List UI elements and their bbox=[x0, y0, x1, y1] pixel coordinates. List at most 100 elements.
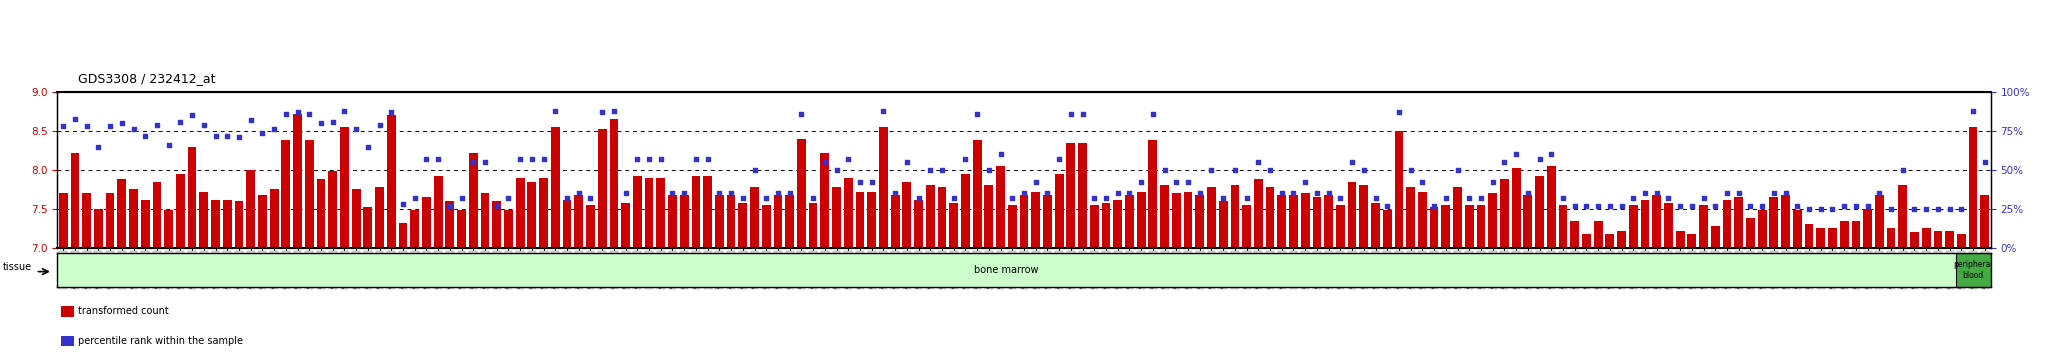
Bar bbox=[1454, 187, 1462, 248]
Point bbox=[1839, 203, 1872, 209]
Point bbox=[819, 167, 852, 173]
Bar bbox=[223, 200, 231, 248]
Point bbox=[1898, 206, 1931, 212]
Bar bbox=[856, 192, 864, 248]
Bar bbox=[1243, 205, 1251, 248]
Point bbox=[70, 124, 102, 129]
Point bbox=[211, 133, 244, 138]
Bar bbox=[1196, 195, 1204, 248]
Point bbox=[1171, 179, 1204, 185]
Point bbox=[82, 144, 115, 149]
Point bbox=[645, 156, 678, 162]
Bar bbox=[1946, 231, 1954, 248]
Bar bbox=[586, 205, 594, 248]
Bar bbox=[831, 187, 842, 248]
Bar bbox=[1055, 174, 1063, 248]
Point bbox=[1933, 206, 1966, 212]
Bar bbox=[1348, 182, 1356, 248]
Point bbox=[1042, 156, 1075, 162]
Point bbox=[434, 203, 467, 209]
Point bbox=[1688, 195, 1720, 201]
Bar bbox=[1653, 195, 1661, 248]
Bar bbox=[164, 210, 172, 248]
Point bbox=[492, 195, 524, 201]
Bar bbox=[1114, 200, 1122, 248]
Bar bbox=[1231, 185, 1239, 248]
Text: tissue: tissue bbox=[2, 262, 33, 272]
Point bbox=[1946, 206, 1978, 212]
Point bbox=[831, 156, 864, 162]
Point bbox=[586, 109, 618, 115]
Point bbox=[1430, 195, 1462, 201]
Point bbox=[59, 116, 92, 121]
Point bbox=[1206, 195, 1239, 201]
Bar bbox=[1839, 221, 1849, 248]
Point bbox=[340, 127, 373, 132]
Text: percentile rank within the sample: percentile rank within the sample bbox=[78, 336, 244, 346]
Point bbox=[164, 119, 197, 125]
Point bbox=[1968, 159, 2001, 165]
Point bbox=[1864, 190, 1896, 196]
Bar bbox=[1782, 195, 1790, 248]
Bar bbox=[1102, 202, 1110, 248]
Bar bbox=[750, 187, 760, 248]
Point bbox=[655, 190, 688, 196]
Bar bbox=[362, 207, 373, 248]
Bar bbox=[481, 193, 489, 248]
Point bbox=[879, 190, 911, 196]
Point bbox=[1077, 195, 1110, 201]
Point bbox=[608, 190, 641, 196]
Bar bbox=[1382, 210, 1393, 248]
Bar bbox=[1688, 234, 1696, 248]
Point bbox=[1008, 190, 1040, 196]
Bar bbox=[1489, 193, 1497, 248]
Point bbox=[352, 144, 385, 149]
Bar bbox=[1219, 201, 1227, 248]
Point bbox=[1722, 190, 1755, 196]
Bar bbox=[387, 115, 395, 248]
Bar bbox=[446, 201, 455, 248]
Bar bbox=[1968, 127, 1978, 248]
Bar bbox=[70, 153, 80, 248]
Point bbox=[1921, 206, 1954, 212]
Point bbox=[1511, 190, 1544, 196]
Bar bbox=[1325, 195, 1333, 248]
Bar bbox=[809, 202, 817, 248]
Text: bone marrow: bone marrow bbox=[975, 265, 1038, 275]
Point bbox=[938, 195, 971, 201]
Bar bbox=[1266, 187, 1274, 248]
Bar bbox=[1124, 195, 1135, 248]
Point bbox=[1618, 195, 1651, 201]
Bar bbox=[926, 185, 934, 248]
Bar bbox=[129, 189, 137, 248]
Bar bbox=[1618, 231, 1626, 248]
Point bbox=[223, 135, 256, 140]
Point bbox=[469, 159, 502, 165]
Point bbox=[176, 113, 209, 118]
Bar bbox=[1442, 205, 1450, 248]
Point bbox=[422, 156, 455, 162]
Bar bbox=[1804, 224, 1812, 248]
Bar bbox=[281, 140, 291, 248]
Point bbox=[410, 156, 442, 162]
Bar bbox=[1933, 231, 1942, 248]
Point bbox=[481, 203, 514, 209]
Bar bbox=[913, 200, 924, 248]
Bar bbox=[1090, 205, 1098, 248]
Point bbox=[258, 127, 291, 132]
Point bbox=[1137, 111, 1169, 117]
Bar bbox=[784, 195, 795, 248]
Bar bbox=[1747, 218, 1755, 248]
Bar bbox=[340, 127, 348, 248]
Point bbox=[328, 108, 360, 114]
Point bbox=[1090, 195, 1122, 201]
Point bbox=[1477, 179, 1509, 185]
Point bbox=[1606, 203, 1638, 209]
Point bbox=[621, 156, 653, 162]
Point bbox=[504, 156, 537, 162]
Point bbox=[1253, 167, 1286, 173]
Bar bbox=[188, 147, 197, 248]
Point bbox=[1313, 190, 1346, 196]
Bar bbox=[1606, 234, 1614, 248]
Bar bbox=[1675, 231, 1686, 248]
